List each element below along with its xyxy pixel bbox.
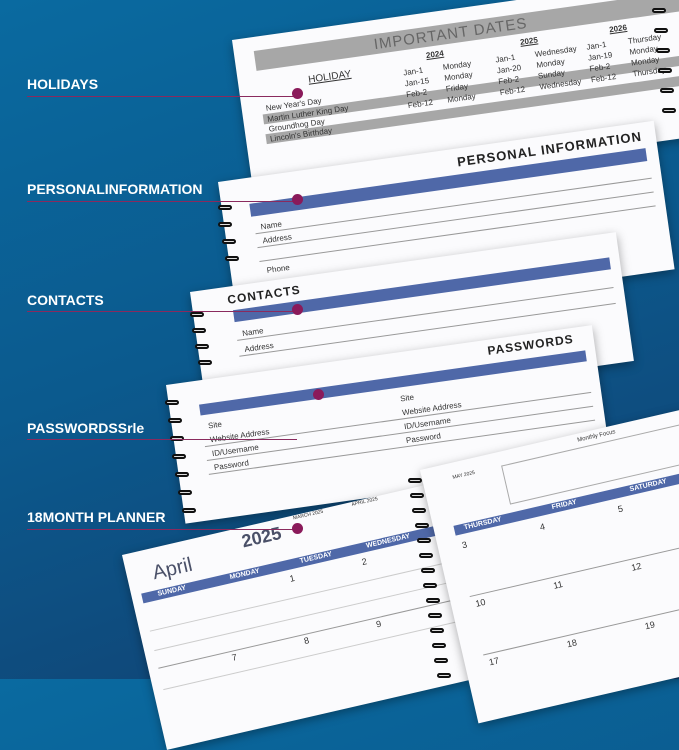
coil bbox=[408, 478, 422, 483]
field-label: Site bbox=[207, 419, 223, 431]
weekday: Monday bbox=[443, 69, 474, 83]
date: Feb-12 bbox=[499, 84, 526, 98]
date: Feb-12 bbox=[407, 97, 434, 111]
coil bbox=[416, 538, 431, 543]
date-number: 19 bbox=[643, 619, 656, 632]
date-number: 7 bbox=[230, 651, 238, 663]
year-header: 2024 bbox=[425, 48, 445, 61]
planner-month: April bbox=[150, 553, 195, 585]
date-number: 4 bbox=[538, 521, 547, 533]
coil bbox=[436, 673, 451, 678]
coil bbox=[218, 222, 232, 227]
coil bbox=[195, 344, 209, 349]
coil bbox=[168, 418, 182, 423]
callout-dot bbox=[292, 88, 303, 99]
coil bbox=[656, 48, 670, 53]
date-number: 18 bbox=[565, 637, 578, 650]
callout-dot bbox=[292, 194, 303, 205]
coil bbox=[427, 613, 442, 618]
date-number: 2 bbox=[360, 556, 368, 568]
coil bbox=[178, 490, 192, 495]
coil bbox=[414, 523, 429, 528]
coil bbox=[175, 472, 189, 477]
year-header: 2025 bbox=[519, 35, 539, 47]
date: Feb-12 bbox=[590, 71, 617, 85]
date-number: 3 bbox=[460, 539, 469, 551]
coil bbox=[662, 108, 676, 113]
coil bbox=[182, 508, 196, 513]
coil bbox=[222, 239, 236, 244]
date-number: 9 bbox=[375, 618, 383, 630]
coil bbox=[432, 643, 447, 648]
date-number: 17 bbox=[487, 655, 500, 668]
coil bbox=[412, 508, 427, 513]
date-number: 10 bbox=[474, 596, 487, 609]
coil bbox=[423, 583, 438, 588]
callout-holidays: HOLIDAYS bbox=[27, 76, 99, 92]
coil bbox=[225, 256, 239, 261]
coil bbox=[660, 88, 674, 93]
planner-year: 2025 bbox=[239, 522, 284, 552]
field-label: Site bbox=[399, 392, 415, 404]
weekday: Wednesday bbox=[534, 44, 578, 59]
date-number: 1 bbox=[288, 572, 296, 584]
mini-calendar: MARCH 2025 bbox=[292, 508, 324, 522]
callout-passwords: PASSWORDSSrle bbox=[27, 420, 145, 436]
coil bbox=[654, 28, 668, 33]
callout-18-month-planner: 18MONTH PLANNER bbox=[27, 509, 166, 525]
coil bbox=[190, 312, 204, 317]
coil bbox=[410, 493, 425, 498]
coil bbox=[434, 658, 449, 663]
coil bbox=[170, 436, 184, 441]
coil bbox=[165, 400, 179, 405]
field-label: Phone bbox=[266, 262, 291, 276]
date-number: 8 bbox=[302, 635, 311, 647]
holiday-header: HOLIDAY bbox=[307, 68, 352, 86]
coil bbox=[430, 628, 444, 633]
coil bbox=[419, 553, 433, 558]
callout-dot bbox=[292, 523, 303, 534]
date: Jan-1 bbox=[585, 39, 607, 52]
date: Jan-1 bbox=[494, 52, 516, 65]
date-number: 11 bbox=[552, 578, 564, 591]
year-header: 2026 bbox=[608, 22, 628, 35]
coil bbox=[218, 205, 232, 210]
date-number: 12 bbox=[630, 560, 643, 573]
callout-dot bbox=[292, 304, 303, 315]
date: Jan-1 bbox=[402, 65, 424, 78]
date-number: 5 bbox=[616, 503, 624, 515]
coil bbox=[652, 8, 666, 13]
coil bbox=[198, 360, 212, 365]
callout-contacts: CONTACTS bbox=[27, 292, 104, 308]
important-dates-title: IMPORTANT DATES bbox=[372, 14, 529, 54]
coil bbox=[172, 454, 186, 459]
callout-personal-information: PERSONALINFORMATION bbox=[27, 181, 203, 197]
coil bbox=[425, 598, 440, 603]
coil bbox=[421, 568, 436, 573]
coil bbox=[192, 328, 206, 333]
callout-dot bbox=[313, 389, 324, 400]
mini-calendar: MAY 2025 bbox=[451, 469, 476, 481]
coil bbox=[658, 68, 672, 73]
